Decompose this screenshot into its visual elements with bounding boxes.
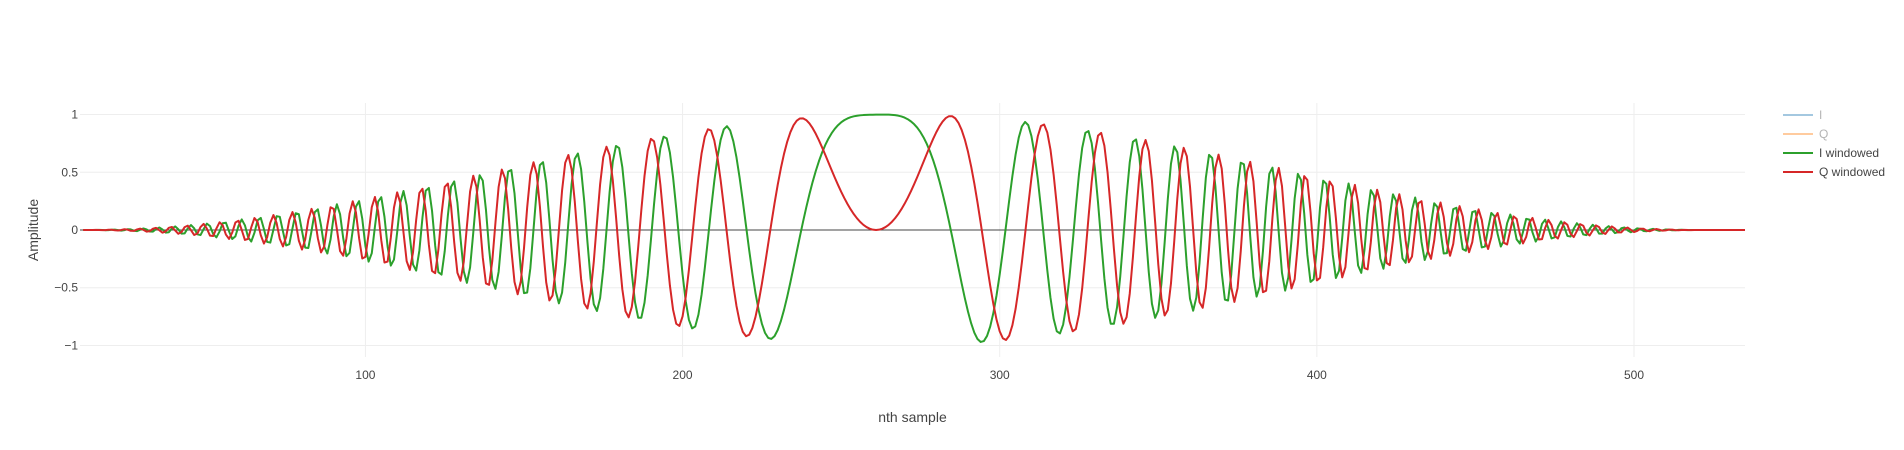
plot-area[interactable] <box>80 103 1745 357</box>
x-tick-label: 200 <box>673 368 693 382</box>
x-axis-tick-labels: 100 200 300 400 500 <box>355 368 1644 382</box>
legend-item-q[interactable]: Q <box>1783 127 1828 141</box>
legend-item-i[interactable]: I <box>1783 108 1822 122</box>
y-tick-label: −1 <box>64 338 78 352</box>
legend-label: Q <box>1819 127 1828 141</box>
series-line-q-windowed <box>83 115 1745 341</box>
legend-label: I windowed <box>1819 146 1879 160</box>
legend-item-i-windowed[interactable]: I windowed <box>1783 146 1879 160</box>
legend-label: I <box>1819 108 1822 122</box>
legend-label: Q windowed <box>1819 165 1885 179</box>
x-tick-label: 100 <box>355 368 375 382</box>
y-tick-label: 1 <box>71 108 78 122</box>
x-tick-label: 400 <box>1307 368 1327 382</box>
legend-item-q-windowed[interactable]: Q windowed <box>1783 165 1885 179</box>
x-tick-label: 500 <box>1624 368 1644 382</box>
y-axis-tick-labels: 1 0.5 0 −0.5 −1 <box>54 108 78 353</box>
y-tick-label: −0.5 <box>54 281 78 295</box>
legend: IQ I windowed Q windowed <box>1783 108 1885 179</box>
y-axis-title: Amplitude <box>25 199 41 261</box>
series-line-i-windowed <box>83 113 1745 343</box>
x-tick-label: 300 <box>990 368 1010 382</box>
y-tick-label: 0 <box>71 223 78 237</box>
y-tick-label: 0.5 <box>61 165 78 179</box>
x-axis-title: nth sample <box>878 409 947 425</box>
series-lines <box>83 113 1745 343</box>
